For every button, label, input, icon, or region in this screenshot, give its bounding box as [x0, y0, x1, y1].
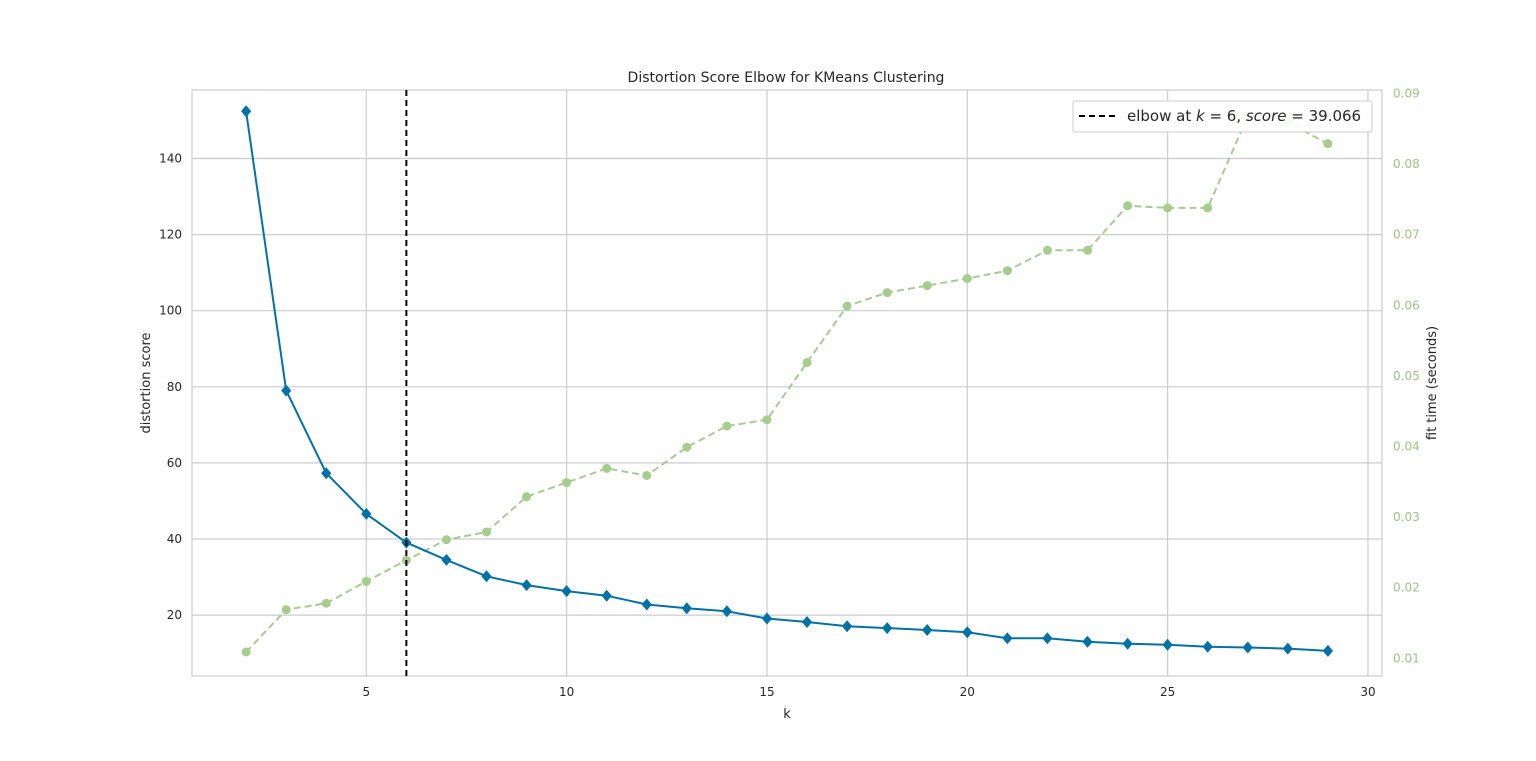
y2-tick-label: 0.07	[1393, 228, 1420, 242]
y2-tick-label: 0.03	[1393, 510, 1420, 524]
fit-time-point	[962, 274, 972, 284]
distortion-point	[1002, 632, 1013, 645]
distortion-point	[1042, 632, 1053, 645]
x-tick-label: 30	[1360, 685, 1375, 699]
fit-time-point	[281, 605, 291, 615]
distortion-point	[281, 384, 292, 397]
distortion-line	[245, 111, 1328, 652]
legend-score-var: score	[1246, 107, 1287, 125]
distortion-point	[842, 620, 853, 633]
distortion-point	[681, 602, 692, 615]
fit-time-point	[522, 492, 532, 502]
fit-time-point	[722, 421, 732, 431]
distortion-point	[1122, 637, 1133, 650]
y-tick-label: 60	[167, 456, 182, 470]
fit-time-point	[1123, 201, 1133, 211]
distortion-point	[721, 605, 732, 618]
legend-box	[1072, 100, 1373, 133]
distortion-point	[601, 589, 612, 602]
fit-time-point	[361, 576, 371, 586]
fit-time-point	[1002, 266, 1012, 276]
distortion-point	[1082, 635, 1093, 648]
y-tick-label: 40	[167, 532, 182, 546]
y-axis-ticks: 20 40 60 80 100 120 140	[159, 151, 182, 622]
distortion-point	[481, 570, 492, 583]
distortion-point	[1242, 641, 1253, 654]
chart-title: Distortion Score Elbow for KMeans Cluste…	[628, 70, 945, 86]
fit-time-point	[762, 415, 772, 425]
fit-time-point	[642, 470, 652, 480]
x-tick-label: 5	[362, 685, 370, 699]
y-tick-label: 140	[159, 151, 182, 165]
y2-tick-label: 0.09	[1393, 87, 1420, 101]
y-axis-label: distortion score	[139, 333, 154, 434]
fit-time-point	[1323, 139, 1333, 149]
y-tick-label: 80	[167, 380, 182, 394]
distortion-point	[1282, 642, 1293, 655]
fit-time-point	[1042, 245, 1052, 255]
y2-axis-ticks: 0.01 0.02 0.03 0.04 0.05 0.06 0.07 0.08 0.09	[1393, 87, 1420, 666]
fit-time-point	[441, 535, 451, 545]
grid	[192, 90, 1382, 676]
fit-time-point	[1163, 203, 1173, 213]
fit-time-point	[842, 301, 852, 311]
fit-time-point	[922, 281, 932, 291]
distortion-point	[561, 585, 572, 598]
distortion-point	[441, 553, 452, 566]
y2-axis-label: fit time (seconds)	[1425, 326, 1440, 440]
y2-tick-label: 0.06	[1393, 298, 1420, 312]
plot-frame	[191, 89, 1383, 677]
fit-time-point	[1083, 245, 1093, 255]
distortion-point	[1202, 640, 1213, 653]
legend-score-eq: = 39.066	[1287, 107, 1362, 125]
fit-time-point	[802, 358, 812, 368]
distortion-point	[962, 626, 973, 639]
x-axis-ticks: 5 10 15 20 25 30	[362, 685, 1375, 699]
distortion-point	[801, 616, 813, 628]
x-axis-label: k	[783, 707, 791, 722]
y2-tick-label: 0.08	[1393, 157, 1420, 171]
legend-k-var: k	[1196, 107, 1206, 125]
distortion-point	[241, 105, 252, 118]
fit-time-point	[241, 647, 251, 657]
x-tick-label: 20	[960, 685, 975, 699]
legend: elbow at k = 6, score = 39.066	[1072, 100, 1373, 133]
fit-time-point	[321, 598, 331, 608]
distortion-point	[521, 579, 532, 592]
distortion-point	[361, 507, 372, 520]
distortion-point	[641, 598, 652, 611]
distortion-point	[321, 467, 332, 480]
distortion-point	[922, 624, 933, 636]
fit-time-point	[1203, 203, 1213, 213]
x-tick-label: 25	[1160, 685, 1175, 699]
fit-time-point	[882, 288, 892, 298]
distortion-point	[761, 612, 773, 625]
fit-time-point	[481, 527, 491, 537]
distortion-point	[1162, 638, 1173, 651]
y-tick-label: 120	[159, 228, 182, 242]
x-tick-label: 10	[559, 685, 574, 699]
fit-time-line	[245, 115, 1329, 653]
fit-time-point	[682, 442, 692, 452]
y-tick-label: 100	[159, 304, 182, 318]
x-tick-label: 15	[759, 685, 774, 699]
legend-prefix: elbow at	[1127, 107, 1196, 125]
y2-tick-label: 0.04	[1393, 440, 1420, 454]
series	[241, 105, 1333, 657]
y2-tick-label: 0.05	[1393, 369, 1420, 383]
legend-elbow-label: elbow at k = 6, score = 39.066	[1127, 107, 1361, 125]
y2-tick-label: 0.02	[1393, 581, 1420, 595]
legend-k-eq: = 6,	[1205, 107, 1246, 125]
y2-tick-label: 0.01	[1393, 651, 1420, 665]
distortion-point	[1322, 644, 1333, 657]
fit-time-point	[602, 463, 612, 473]
y-tick-label: 20	[167, 608, 182, 622]
distortion-point	[882, 622, 893, 635]
fit-time-point	[562, 478, 572, 488]
